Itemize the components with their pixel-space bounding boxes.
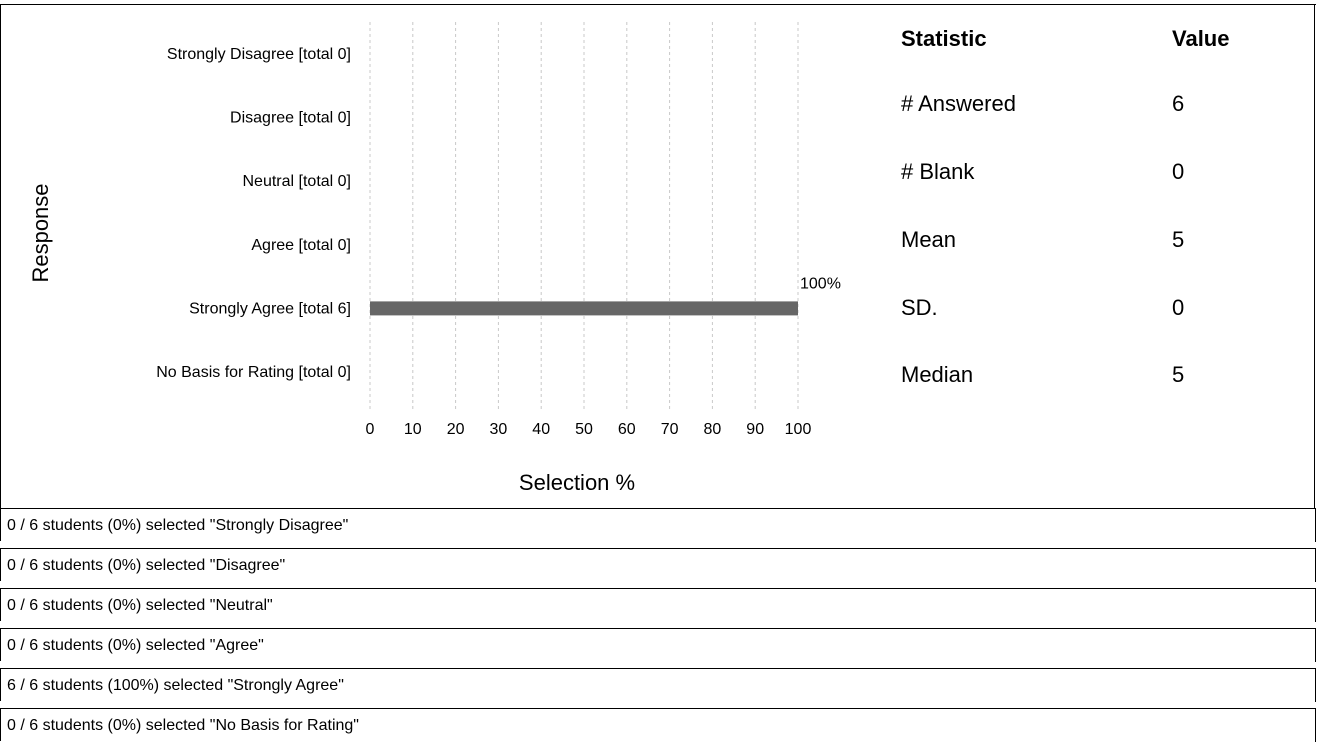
x-tick-label: 10 — [404, 421, 422, 438]
data-label: 100% — [800, 275, 841, 292]
x-tick-label: 30 — [490, 421, 508, 438]
bar — [370, 301, 798, 316]
row-border — [1315, 548, 1316, 582]
stat-label-answered: # Answered — [901, 91, 1016, 116]
response-bar-chart: Strongly Disagree [total 0] Disagree [tot… — [28, 22, 841, 495]
summary-row-strongly-disagree: 0 / 6 students (0%) selected "Strongly D… — [0, 508, 1315, 541]
stat-label-mean: Mean — [901, 227, 957, 252]
x-tick-label: 100 — [785, 421, 812, 438]
stat-value-sd: 0 — [1172, 295, 1185, 320]
summary-row-no-basis: 0 / 6 students (0%) selected "No Basis f… — [0, 708, 1315, 741]
chart-gridlines — [369, 22, 799, 410]
chart-panel — [0, 4, 1316, 509]
x-tick-label: 70 — [661, 421, 679, 438]
category-label: Agree [total 0] — [251, 237, 351, 254]
panel-right-border — [1314, 4, 1315, 508]
stat-value-answered: 6 — [1172, 91, 1185, 116]
row-border — [1315, 668, 1316, 702]
x-tick-label: 50 — [575, 421, 593, 438]
stat-value-blank: 0 — [1172, 159, 1185, 184]
row-border — [1315, 628, 1316, 662]
stats-header-statistic: Statistic — [901, 26, 987, 51]
chart-category-labels: Strongly Disagree [total 0] Disagree [tot… — [156, 46, 351, 381]
chart-x-tick-labels: 0 10 20 30 40 50 60 70 80 90 100 — [366, 421, 812, 438]
chart-bars — [370, 301, 798, 316]
category-label: Disagree [total 0] — [230, 110, 351, 127]
row-border — [1315, 508, 1316, 542]
y-axis-title: Response — [28, 183, 53, 282]
summary-row-disagree: 0 / 6 students (0%) selected "Disagree" — [0, 548, 1315, 581]
stat-label-median: Median — [901, 362, 974, 387]
x-tick-label: 60 — [618, 421, 636, 438]
category-label: Strongly Agree [total 6] — [189, 300, 351, 317]
category-label: Neutral [total 0] — [243, 173, 352, 190]
row-border — [1315, 708, 1316, 742]
summary-row-strongly-agree: 6 / 6 students (100%) selected "Strongly… — [0, 668, 1315, 701]
stat-value-median: 5 — [1172, 362, 1185, 387]
x-tick-label: 80 — [704, 421, 722, 438]
summary-row-agree: 0 / 6 students (0%) selected "Agree" — [0, 628, 1315, 661]
row-border — [1315, 588, 1316, 622]
stat-label-blank: # Blank — [901, 159, 975, 184]
category-label: Strongly Disagree [total 0] — [167, 46, 351, 63]
x-tick-label: 90 — [746, 421, 764, 438]
summary-row-neutral: 0 / 6 students (0%) selected "Neutral" — [0, 588, 1315, 621]
stat-value-mean: 5 — [1172, 227, 1185, 252]
category-label: No Basis for Rating [total 0] — [156, 364, 351, 381]
stats-header-value: Value — [1172, 26, 1230, 51]
x-tick-label: 0 — [366, 421, 375, 438]
x-tick-label: 20 — [447, 421, 465, 438]
x-axis-title: Selection % — [519, 470, 635, 495]
stat-label-sd: SD. — [901, 295, 938, 320]
x-tick-label: 40 — [532, 421, 550, 438]
chart-data-labels: 100% — [800, 275, 841, 292]
